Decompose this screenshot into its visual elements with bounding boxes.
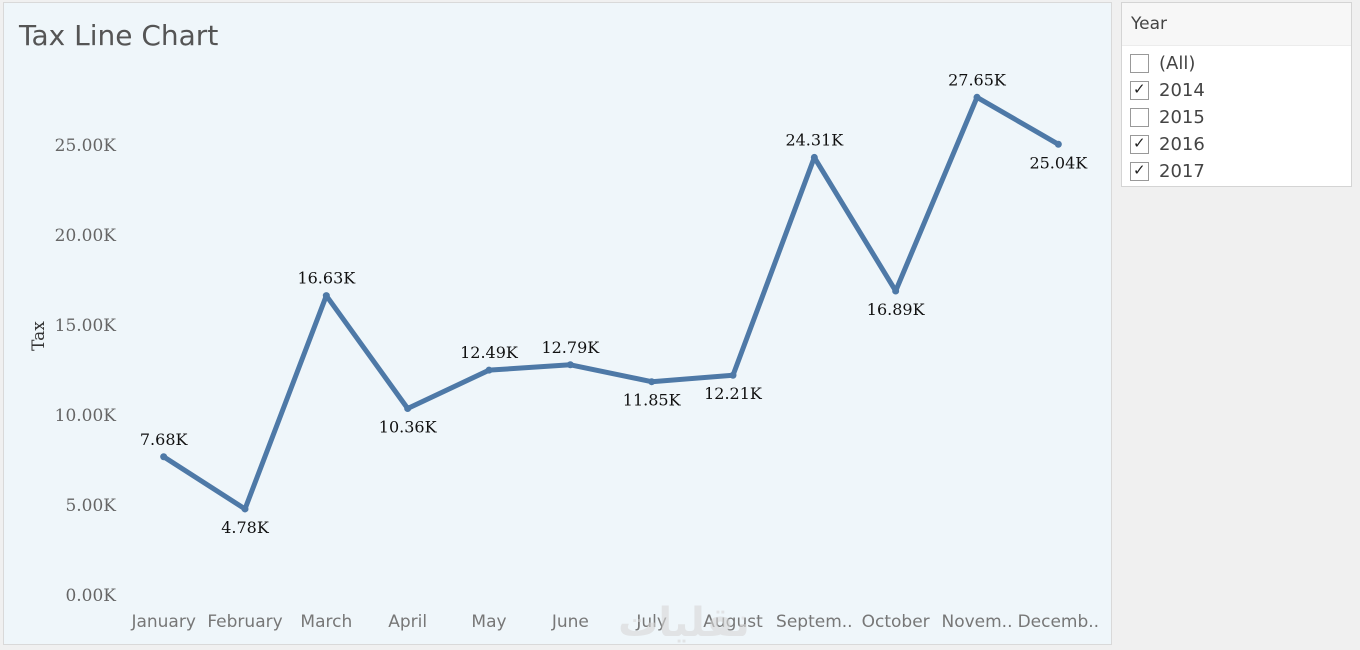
data-label: 12.79K: [541, 338, 600, 357]
x-tick-label: February: [207, 612, 282, 632]
data-label: 4.78K: [221, 518, 270, 537]
x-tick-label: January: [130, 612, 195, 632]
data-label: 16.63K: [297, 269, 356, 288]
data-label: 10.36K: [379, 418, 438, 437]
checkbox-icon[interactable]: [1130, 54, 1149, 73]
year-option[interactable]: (All): [1122, 50, 1351, 77]
year-option-label: (All): [1159, 53, 1196, 74]
year-option-label: 2016: [1159, 134, 1205, 155]
data-point[interactable]: [322, 292, 330, 300]
line-chart: Tax 0.00K 5.00K 10.00K 15.00K 20.00K 25.00K J…: [29, 70, 1100, 644]
watermark: نقلیات: [618, 600, 750, 644]
x-tick-label: May: [471, 612, 506, 632]
data-point[interactable]: [160, 453, 168, 461]
x-tick-label: April: [388, 612, 427, 632]
x-tick-label: October: [862, 612, 930, 632]
x-tick-label: Decemb..: [1018, 612, 1100, 632]
checkbox-icon[interactable]: [1130, 162, 1149, 181]
x-tick-label: June: [551, 612, 589, 632]
series-line: [162, 94, 1060, 512]
data-label: 16.89K: [867, 300, 926, 319]
y-tick-label: 15.00K: [55, 316, 117, 336]
chart-panel: Tax Line Chart Tax 0.00K 5.00K 10.00K 15.00…: [3, 2, 1112, 645]
year-option[interactable]: 2014: [1122, 77, 1351, 104]
year-option-label: 2017: [1159, 161, 1205, 182]
x-tick-label: Septem..: [776, 612, 853, 632]
year-filter-list: (All) 2014 2015 2016 2017: [1122, 50, 1351, 185]
year-option[interactable]: 2015: [1122, 104, 1351, 131]
data-label: 25.04K: [1029, 153, 1088, 172]
data-label: 12.49K: [460, 343, 519, 362]
filter-title: Year: [1122, 3, 1351, 46]
x-tick-label: March: [300, 612, 352, 632]
y-tick-label: 5.00K: [65, 496, 116, 516]
checkbox-icon[interactable]: [1130, 135, 1149, 154]
y-tick-label: 25.00K: [55, 136, 117, 156]
year-option[interactable]: 2017: [1122, 158, 1351, 185]
data-point[interactable]: [892, 287, 900, 295]
year-option[interactable]: 2016: [1122, 131, 1351, 158]
y-axis-title: Tax: [29, 321, 49, 351]
data-label: 12.21K: [704, 384, 763, 403]
year-option-label: 2014: [1159, 80, 1205, 101]
x-tick-label: Novem..: [941, 612, 1012, 632]
checkbox-icon[interactable]: [1130, 108, 1149, 127]
data-point[interactable]: [973, 93, 981, 101]
data-point[interactable]: [485, 366, 493, 374]
y-tick-label: 10.00K: [55, 406, 117, 426]
x-tick-label: August: [703, 612, 763, 632]
y-tick-label: 0.00K: [65, 586, 116, 606]
x-tick-label: July: [635, 612, 667, 632]
data-label: 27.65K: [948, 70, 1007, 89]
data-label: 7.68K: [140, 430, 189, 449]
data-point[interactable]: [241, 505, 249, 513]
chart-title: Tax Line Chart: [19, 19, 219, 52]
data-label: 24.31K: [785, 130, 844, 149]
data-label: 11.85K: [623, 391, 682, 410]
checkbox-icon[interactable]: [1130, 81, 1149, 100]
data-point[interactable]: [1054, 140, 1062, 148]
data-point[interactable]: [404, 405, 412, 413]
data-point[interactable]: [566, 361, 574, 369]
year-option-label: 2015: [1159, 107, 1205, 128]
data-point[interactable]: [648, 378, 656, 386]
data-point[interactable]: [810, 153, 818, 161]
y-tick-label: 20.00K: [55, 226, 117, 246]
year-filter-panel: Year (All) 2014 2015 2016 2017: [1121, 2, 1352, 187]
data-point[interactable]: [729, 371, 737, 379]
